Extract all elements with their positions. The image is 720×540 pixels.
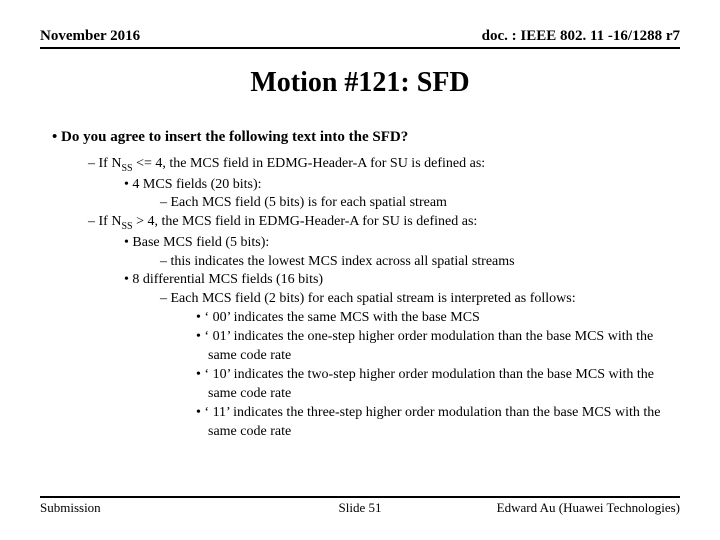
line-01: • ‘ 01’ indicates the one-step higher or… xyxy=(196,328,680,366)
subscript: SS xyxy=(121,163,132,174)
line-8diff: • 8 differential MCS fields (16 bits) xyxy=(124,271,680,290)
line-eachmcs2: – Each MCS field (2 bits) for each spati… xyxy=(160,290,680,309)
line-10: • ‘ 10’ indicates the two-step higher or… xyxy=(196,366,680,404)
header-date: November 2016 xyxy=(40,28,140,45)
lead-text: Do you agree to insert the following tex… xyxy=(61,129,408,145)
footer: Submission Slide 51 Edward Au (Huawei Te… xyxy=(40,496,680,516)
slide-body: Do you agree to insert the following tex… xyxy=(40,127,680,441)
txt: <= 4, the MCS field in EDMG-Header-A for… xyxy=(133,156,486,171)
line-4mcs: • 4 MCS fields (20 bits): xyxy=(124,176,680,195)
txt: > 4, the MCS field in EDMG-Header-A for … xyxy=(133,214,478,229)
txt: – If N xyxy=(88,156,121,171)
footer-center: Slide 51 xyxy=(40,500,680,516)
line-nss-le4: – If NSS <= 4, the MCS field in EDMG-Hea… xyxy=(88,155,680,175)
line-nss-gt4: – If NSS > 4, the MCS field in EDMG-Head… xyxy=(88,213,680,233)
line-00: • ‘ 00’ indicates the same MCS with the … xyxy=(196,309,680,328)
line-basemcs: • Base MCS field (5 bits): xyxy=(124,234,680,253)
header: November 2016 doc. : IEEE 802. 11 -16/12… xyxy=(40,28,680,49)
subscript: SS xyxy=(121,221,132,232)
slide-title: Motion #121: SFD xyxy=(40,67,680,99)
line-lowestmcs: – this indicates the lowest MCS index ac… xyxy=(160,253,680,272)
header-doc: doc. : IEEE 802. 11 -16/1288 r7 xyxy=(482,28,680,45)
line-eachmcs5: – Each MCS field (5 bits) is for each sp… xyxy=(160,194,680,213)
lead-question: Do you agree to insert the following tex… xyxy=(52,127,680,147)
txt: – If N xyxy=(88,214,121,229)
line-11: • ‘ 11’ indicates the three-step higher … xyxy=(196,404,680,442)
